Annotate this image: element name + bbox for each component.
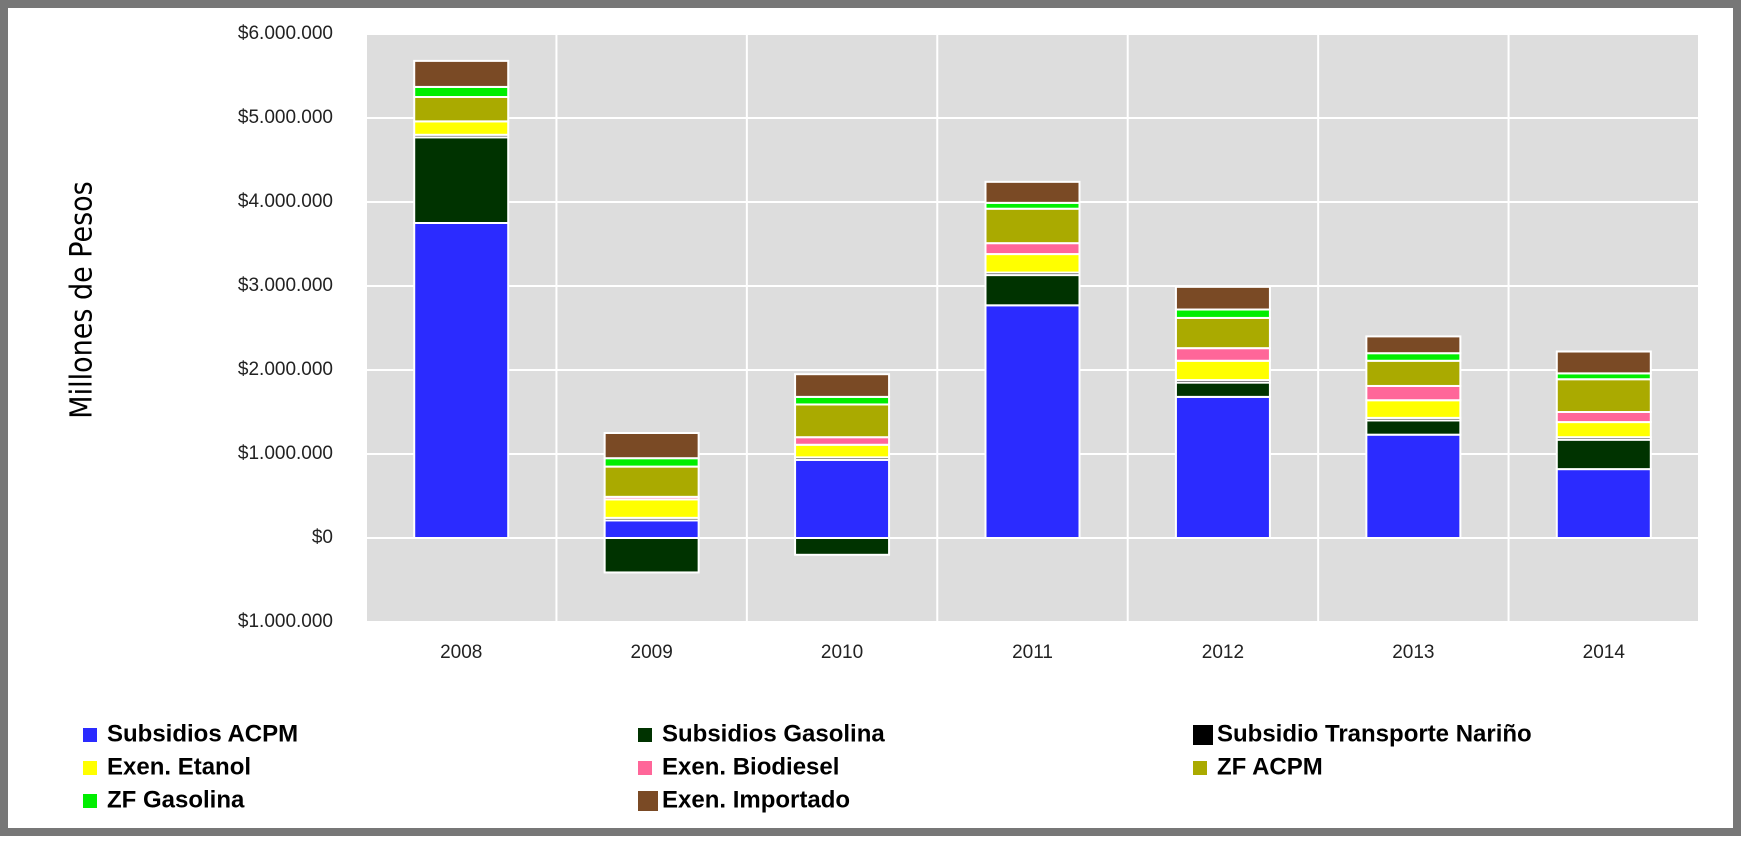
bar-segment	[603, 519, 700, 539]
bar-segment	[603, 498, 700, 519]
legend-label: ZF ACPM	[1217, 753, 1323, 780]
bar-segment	[413, 120, 510, 136]
bar-segment	[1174, 395, 1271, 539]
bar-segment	[1555, 468, 1652, 539]
bar-segment	[1555, 350, 1652, 375]
bar-segment	[794, 537, 891, 556]
legend-swatch	[83, 728, 97, 742]
bar-segment	[1174, 381, 1271, 398]
x-tick-label: 2009	[631, 642, 673, 663]
bar-segment	[413, 136, 510, 225]
bar-segment	[413, 222, 510, 539]
legend-label: Subsidio Transporte Nariño	[1217, 720, 1532, 747]
bar-segment	[984, 207, 1081, 245]
legend-label: Subsidios Gasolina	[662, 720, 885, 747]
bar-segment	[794, 436, 891, 446]
bar-segment	[794, 373, 891, 398]
bar-segment	[1555, 421, 1652, 439]
legend-label: Exen. Importado	[662, 786, 850, 813]
bar-segment	[794, 443, 891, 459]
bar-segment	[794, 395, 891, 406]
bar-segment	[1365, 419, 1462, 436]
legend-swatch	[638, 761, 652, 775]
x-tick-label: 2013	[1392, 642, 1434, 663]
bar-segment	[1174, 316, 1271, 350]
legend-label: Exen. Etanol	[107, 753, 251, 780]
legend-swatch	[1193, 725, 1213, 745]
y-tick-label: $2.000.000	[238, 359, 333, 380]
bar-segment	[603, 537, 700, 574]
bar-segment	[1365, 399, 1462, 419]
legend-swatch	[83, 794, 97, 808]
bar-segment	[984, 180, 1081, 204]
y-tick-label: $0	[312, 527, 333, 548]
bar-segment	[1555, 378, 1652, 413]
bar-segment	[1365, 384, 1462, 402]
bar-segment	[984, 253, 1081, 274]
bar-segment	[984, 274, 1081, 307]
legend-label: ZF Gasolina	[107, 786, 245, 813]
bar-segment	[1365, 433, 1462, 539]
bar-segment	[1365, 352, 1462, 362]
bar-segment	[603, 457, 700, 468]
bar-segment	[603, 465, 700, 498]
legend-swatch	[638, 791, 658, 811]
y-tick-label: $4.000.000	[238, 191, 333, 212]
bar-segment	[1365, 335, 1462, 355]
y-tick-label: $3.000.000	[238, 275, 333, 296]
x-tick-label: 2010	[821, 642, 863, 663]
legend-swatch	[83, 761, 97, 775]
bar-segment	[794, 458, 891, 540]
bar-segment	[984, 304, 1081, 539]
legend-swatch	[638, 728, 652, 742]
y-tick-label: $6.000.000	[238, 23, 333, 44]
x-tick-label: 2012	[1202, 642, 1244, 663]
bar-segment	[1365, 359, 1462, 387]
bar-segment	[1174, 308, 1271, 319]
y-tick-label: $5.000.000	[238, 107, 333, 128]
x-tick-label: 2011	[1012, 642, 1053, 663]
bar-segment	[413, 85, 510, 98]
y-tick-label: $1.000.000	[238, 611, 333, 632]
legend-label: Subsidios ACPM	[107, 720, 298, 747]
y-axis-label: Millones de Pesos	[65, 181, 100, 418]
bar-segment	[984, 242, 1081, 256]
bar-segment	[1555, 438, 1652, 471]
bar-segment	[1174, 285, 1271, 311]
bar-segment	[1174, 359, 1271, 382]
y-tick-label: $1.000.000	[238, 443, 333, 464]
bar-segment	[794, 403, 891, 439]
legend-label: Exen. Biodiesel	[662, 753, 839, 780]
bar-segment	[413, 96, 510, 123]
bar-segment	[413, 59, 510, 88]
bar-segment	[1555, 411, 1652, 424]
bar-segment	[603, 432, 700, 460]
bar-segment	[1174, 347, 1271, 362]
legend-swatch	[1193, 761, 1207, 775]
x-tick-label: 2008	[440, 642, 482, 663]
x-tick-label: 2014	[1583, 642, 1626, 663]
